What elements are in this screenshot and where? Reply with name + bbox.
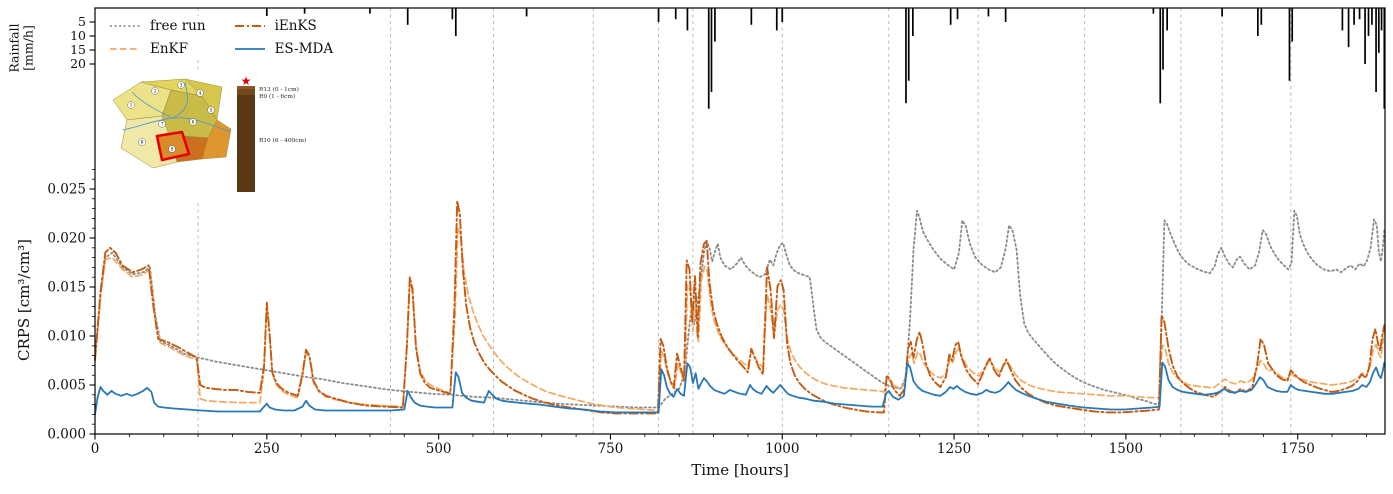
svg-text:1250: 1250 (937, 441, 971, 457)
catchment-map-svg: 1 2 3 4 5 6 7 8 9 ★ R13 (0 - 1cm) R9 (1 … (105, 72, 320, 200)
free-run-line-sample-icon (110, 25, 140, 27)
svg-text:0.000: 0.000 (47, 427, 86, 443)
esmda-line-sample-icon (234, 48, 265, 50)
svg-text:0: 0 (91, 441, 100, 457)
svg-text:500: 500 (426, 441, 452, 457)
plot-frame (94, 7, 1386, 435)
legend-label: EnKF (150, 41, 189, 57)
rainfall-axis-label-line2: [mm/h] (21, 25, 36, 71)
subbasin-number-markers: 1 2 3 4 5 6 7 8 9 (127, 81, 215, 153)
depth-label-1-6cm: R9 (1 - 6cm) (259, 93, 295, 100)
legend-label: ES-MDA (274, 41, 334, 57)
legend: free run EnKF iEnKS ES-MDA (103, 16, 340, 59)
svg-text:5: 5 (78, 14, 86, 29)
time-axis-label: Time [hours] (691, 461, 789, 479)
legend-item-enkf: EnKF (109, 41, 206, 57)
svg-text:20: 20 (70, 56, 86, 71)
catchment-map-inset: 1 2 3 4 5 6 7 8 9 ★ R13 (0 - 1cm) R9 (1 … (105, 72, 320, 200)
crps-axis-label: CRPS [cm³/cm³] (15, 239, 33, 361)
soil-depth-labels: R13 (0 - 1cm) R9 (1 - 6cm) R10 (6 - 400c… (259, 86, 306, 144)
svg-text:7: 7 (161, 122, 164, 128)
rainfall-axis-label-line1: Rainfall (6, 23, 22, 73)
depth-label-6-400cm: R10 (6 - 400cm) (259, 137, 306, 144)
svg-text:8: 8 (141, 140, 144, 146)
svg-text:15: 15 (70, 42, 86, 57)
depth-label-0-1cm: R13 (0 - 1cm) (259, 86, 299, 93)
ienks-line-sample-icon (234, 25, 265, 27)
axis-tick-labels: 0 250 500 750 1000 1250 1500 1750 0.000 0.005 0.01… (47, 14, 1315, 457)
svg-text:5: 5 (210, 108, 213, 114)
soil-column (237, 86, 255, 192)
svg-text:0.025: 0.025 (47, 182, 86, 198)
axis-ticks (89, 21, 1367, 440)
legend-item-esmda: ES-MDA (234, 41, 334, 57)
legend-label: free run (150, 18, 206, 34)
svg-text:9: 9 (171, 147, 174, 153)
rainfall-axis-label: Rainfall [mm/h] (6, 23, 37, 73)
svg-text:0.015: 0.015 (47, 280, 86, 296)
crps-series-lines (94, 199, 1386, 416)
svg-text:0.020: 0.020 (47, 231, 86, 247)
legend-item-ienks: iEnKS (234, 18, 334, 34)
svg-text:1750: 1750 (1281, 441, 1315, 457)
svg-text:0.005: 0.005 (47, 378, 86, 394)
rainfall-bars (265, 8, 1386, 109)
svg-text:3: 3 (180, 83, 183, 89)
assimilation-gridlines (197, 8, 1292, 434)
svg-text:250: 250 (254, 441, 280, 457)
legend-item-free-run: free run (109, 18, 206, 34)
stream-network (122, 81, 232, 133)
svg-text:4: 4 (199, 91, 202, 97)
legend-label: iEnKS (274, 18, 317, 34)
svg-text:1: 1 (130, 103, 133, 109)
svg-text:1000: 1000 (765, 441, 799, 457)
gauge-location-star-icon: ★ (241, 74, 252, 88)
svg-text:0.010: 0.010 (47, 329, 86, 345)
svg-text:2: 2 (154, 89, 157, 95)
svg-text:10: 10 (70, 28, 86, 43)
enkf-line-sample-icon (110, 48, 140, 50)
svg-text:6: 6 (192, 120, 195, 126)
svg-text:750: 750 (598, 441, 624, 457)
svg-text:1500: 1500 (1109, 441, 1143, 457)
